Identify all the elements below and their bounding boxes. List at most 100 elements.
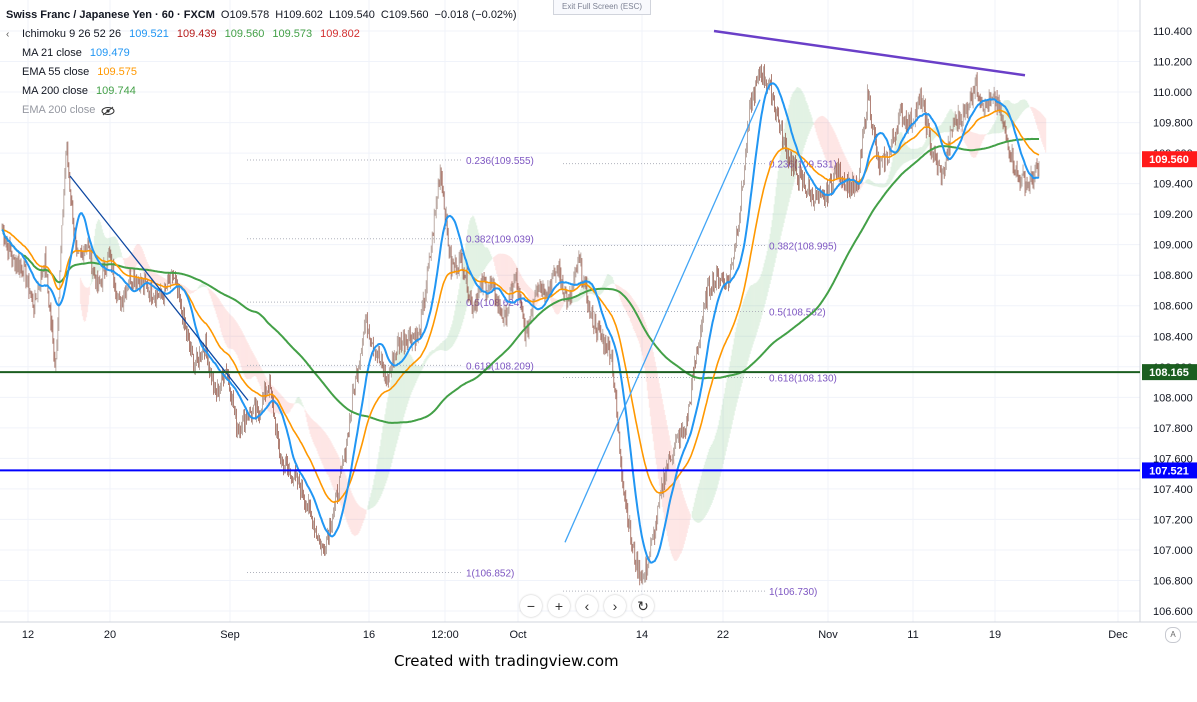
ichimoku-cloud-slice: [331, 443, 333, 486]
ichimoku-cloud-slice: [121, 256, 124, 258]
ichimoku-cloud-slice: [328, 437, 330, 478]
chart-area[interactable]: 110.400110.200110.000109.800109.600109.4…: [0, 0, 1197, 650]
ichimoku-cloud-slice: [630, 296, 633, 324]
ichimoku-cloud-slice: [728, 367, 730, 439]
indicator-row[interactable]: EMA 55 close 109.575: [6, 63, 517, 82]
ichimoku-cloud-slice: [294, 402, 296, 404]
ichimoku-cloud-slice: [517, 268, 519, 289]
ichimoku-cloud-slice: [823, 116, 825, 155]
y-tick-label: 109.400: [1153, 179, 1193, 191]
ichimoku-cloud-slice: [218, 299, 220, 324]
ichimoku-cloud-slice: [978, 134, 980, 151]
ichimoku-cloud-slice: [490, 254, 492, 261]
zoom-in-button[interactable]: +: [548, 595, 570, 617]
ichimoku-cloud-slice: [521, 278, 524, 291]
ichimoku-cloud-slice: [725, 382, 727, 452]
zoom-out-button[interactable]: −: [520, 595, 542, 617]
ichimoku-cloud-slice: [692, 506, 694, 520]
ichimoku-cloud-slice: [627, 292, 630, 317]
ichimoku-cloud-slice: [774, 196, 776, 263]
credit-text: Created with tradingview.com: [394, 652, 619, 670]
ichimoku-cloud-slice: [475, 222, 477, 283]
ichimoku-cloud-slice: [85, 287, 88, 318]
trendline[interactable]: [69, 175, 249, 401]
ichimoku-cloud-slice: [1022, 99, 1024, 112]
ichimoku-cloud-slice: [239, 327, 241, 364]
ichimoku-cloud-slice: [536, 293, 539, 304]
ichimoku-cloud-slice: [504, 253, 506, 293]
ichimoku-cloud-slice: [730, 355, 732, 430]
ichimoku-cloud-slice: [747, 289, 749, 362]
ichimoku-cloud-slice: [280, 394, 282, 414]
symbol-title[interactable]: Swiss Franc / Japanese Yen · 60 · FXCM: [6, 9, 215, 21]
ichimoku-cloud-slice: [324, 432, 326, 470]
ichimoku-cloud-slice: [908, 147, 910, 162]
exit-full-screen-button[interactable]: Exit Full Screen (ESC): [553, 0, 651, 15]
x-tick-label: 22: [717, 629, 729, 641]
price-chart[interactable]: 110.400110.200110.000109.800109.600109.4…: [0, 0, 1197, 650]
indicator-value: 109.573: [272, 28, 313, 40]
ichimoku-cloud-slice: [497, 254, 499, 277]
indicator-row[interactable]: EMA 200 close: [6, 101, 517, 120]
ichimoku-cloud-slice: [508, 255, 510, 290]
ichimoku-cloud-slice: [640, 312, 643, 352]
ichimoku-cloud-slice: [746, 291, 748, 365]
hidden-eye-icon[interactable]: [101, 106, 115, 116]
ichimoku-cloud-slice: [645, 324, 648, 382]
trendline[interactable]: [713, 29, 1026, 77]
indicator-row[interactable]: ‹ Ichimoku 9 26 52 26 109.521 109.439 109.56…: [6, 25, 517, 44]
ichimoku-cloud-slice: [493, 256, 495, 262]
ichimoku-cloud-slice: [200, 284, 202, 288]
ichimoku-cloud-slice: [282, 396, 284, 414]
ichimoku-cloud-slice: [195, 289, 197, 291]
ichimoku-cloud-slice: [275, 389, 277, 413]
ichimoku-cloud-slice: [353, 497, 355, 536]
ichimoku-cloud-slice: [724, 387, 726, 456]
x-tick-label: Sep: [220, 629, 240, 641]
ichimoku-cloud-slice: [424, 358, 426, 365]
ichimoku-cloud-slice: [407, 352, 409, 404]
ichimoku-cloud-slice: [708, 448, 710, 510]
indicator-row[interactable]: MA 21 close 109.479: [6, 44, 517, 63]
ichimoku-cloud-slice: [559, 300, 562, 311]
ichimoku-cloud-slice: [772, 212, 774, 272]
ichimoku-cloud-slice: [285, 400, 287, 414]
indicator-row[interactable]: MA 200 close 109.744: [6, 82, 517, 101]
ichimoku-cloud-slice: [678, 480, 680, 557]
scroll-right-button[interactable]: ›: [604, 595, 626, 617]
ichimoku-cloud-slice: [660, 393, 663, 500]
ichimoku-cloud-slice: [658, 383, 661, 486]
ichimoku-cloud-slice: [162, 277, 164, 286]
ichimoku-cloud-slice: [830, 124, 832, 170]
ichimoku-cloud-slice: [500, 253, 502, 287]
ichimoku-cloud-slice: [377, 458, 379, 503]
ichimoku-cloud-slice: [126, 257, 129, 271]
ichimoku-cloud-slice: [861, 181, 863, 187]
ichimoku-cloud-slice: [817, 117, 819, 139]
reset-chart-button[interactable]: ↻: [632, 595, 654, 617]
ichimoku-cloud-slice: [219, 300, 221, 328]
ichimoku-cloud-slice: [677, 476, 679, 559]
ichimoku-cloud-slice: [322, 429, 324, 466]
ichimoku-cloud-slice: [637, 307, 640, 341]
x-tick-label: Oct: [509, 629, 526, 641]
ichimoku-cloud-slice: [744, 296, 746, 372]
ichimoku-cloud-slice: [525, 283, 528, 295]
ichimoku-cloud-slice: [1012, 103, 1014, 125]
ichimoku-cloud-slice: [647, 331, 650, 400]
collapse-chevron-icon[interactable]: ‹: [6, 29, 10, 40]
trendline[interactable]: [564, 99, 761, 543]
auto-scale-button[interactable]: A: [1165, 627, 1181, 643]
ichimoku-cloud-slice: [158, 275, 160, 285]
ichimoku-cloud-slice: [947, 112, 949, 133]
ichimoku-cloud-slice: [318, 425, 320, 457]
ichimoku-cloud-slice: [157, 274, 159, 286]
ichimoku-cloud-slice: [671, 449, 674, 557]
ichimoku-cloud-slice: [480, 238, 482, 275]
ichimoku-cloud-slice: [215, 295, 217, 314]
ichimoku-cloud-slice: [941, 123, 943, 133]
ichimoku-cloud-slice: [184, 286, 186, 293]
ichimoku-cloud-slice: [732, 344, 734, 420]
ichimoku-cloud-slice: [335, 450, 337, 493]
scroll-left-button[interactable]: ‹: [576, 595, 598, 617]
